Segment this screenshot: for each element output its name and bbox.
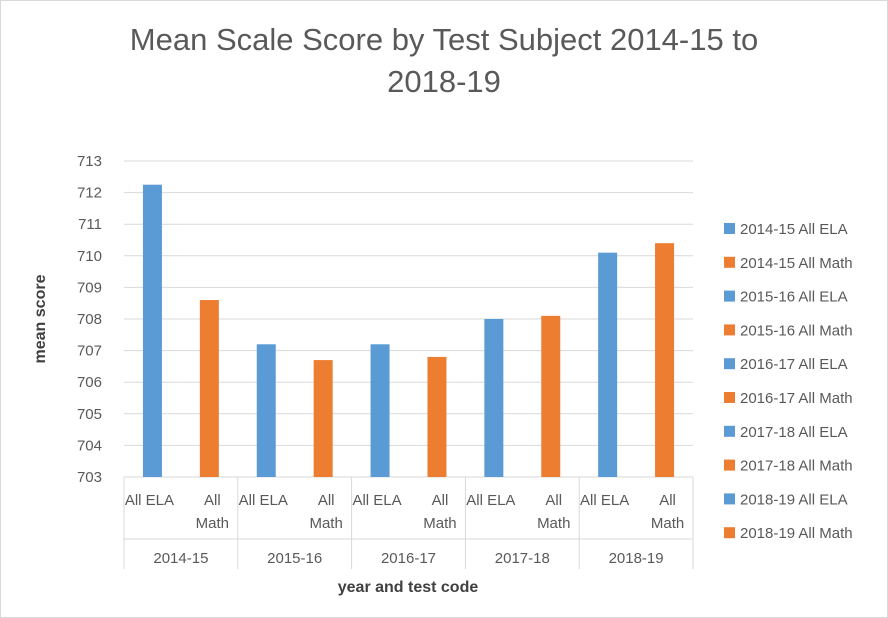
bar [655, 243, 675, 477]
bar [199, 300, 219, 477]
x-axis-title: year and test code [338, 579, 479, 596]
x-subcategory-label: All [659, 492, 676, 509]
legend-swatch [724, 527, 735, 539]
legend-entry: 2016-17 All ELA [740, 356, 848, 373]
legend-entry: 2015-16 All ELA [740, 289, 848, 306]
x-subcategory-label: Math [196, 515, 229, 532]
legend-entry: 2018-19 All Math [740, 525, 853, 542]
y-tick-label: 706 [77, 374, 102, 391]
x-subcategory-label: All [204, 492, 221, 509]
legend-entry: 2016-17 All Math [740, 390, 853, 407]
y-tick-label: 710 [77, 248, 102, 265]
x-category-label: 2015-16 [267, 550, 322, 567]
y-tick-label: 703 [77, 469, 102, 486]
legend-swatch [724, 493, 735, 505]
y-axis-title: mean score [32, 274, 49, 363]
legend-entry: 2015-16 All Math [740, 322, 853, 339]
bar [256, 344, 276, 477]
x-subcategory-label: All ELA [466, 492, 515, 509]
chart-title-line: Mean Scale Score by Test Subject 2014-15… [130, 22, 758, 57]
x-subcategory-label: All [545, 492, 562, 509]
legend-swatch [724, 425, 735, 437]
x-category-label: 2018-19 [609, 550, 664, 567]
legend-entry: 2018-19 All ELA [740, 491, 848, 508]
x-subcategory-label: Math [537, 515, 570, 532]
x-subcategory-label: Math [423, 515, 456, 532]
bar [598, 252, 618, 477]
legend-entry: 2017-18 All Math [740, 458, 853, 475]
y-tick-label: 712 [77, 185, 102, 202]
legend-entry: 2017-18 All ELA [740, 424, 848, 441]
y-tick-label: 709 [77, 279, 102, 296]
x-subcategory-label: All ELA [580, 492, 629, 509]
x-subcategory-label: Math [309, 515, 342, 532]
y-tick-label: 707 [77, 343, 102, 360]
legend-swatch [724, 324, 735, 336]
bar [370, 344, 390, 477]
x-subcategory-label: Math [651, 515, 684, 532]
y-tick-label: 711 [78, 216, 102, 233]
bar [427, 356, 447, 477]
x-subcategory-label: All ELA [239, 492, 288, 509]
x-subcategory-label: All ELA [125, 492, 174, 509]
x-category-label: 2016-17 [381, 550, 436, 567]
y-tick-label: 708 [77, 311, 102, 328]
x-subcategory-label: All [318, 492, 335, 509]
bar [142, 184, 162, 477]
x-subcategory-label: All [432, 492, 449, 509]
y-tick-label: 705 [77, 406, 102, 423]
x-category-label: 2014-15 [153, 550, 208, 567]
chart-title-line: 2018-19 [387, 64, 501, 99]
legend-swatch [724, 290, 735, 302]
legend-entry: 2014-15 All Math [740, 255, 853, 272]
legend-swatch [724, 459, 735, 471]
legend-entry: 2014-15 All ELA [740, 221, 848, 238]
legend-swatch [724, 392, 735, 403]
y-tick-label: 704 [77, 437, 102, 454]
bar [484, 319, 504, 477]
bar [313, 360, 333, 477]
legend-swatch [724, 223, 735, 234]
legend-swatch [724, 256, 735, 268]
y-tick-label: 713 [77, 153, 102, 170]
bar [541, 315, 561, 477]
legend-swatch [724, 358, 735, 370]
x-category-label: 2017-18 [495, 550, 550, 567]
x-subcategory-label: All ELA [352, 492, 401, 509]
